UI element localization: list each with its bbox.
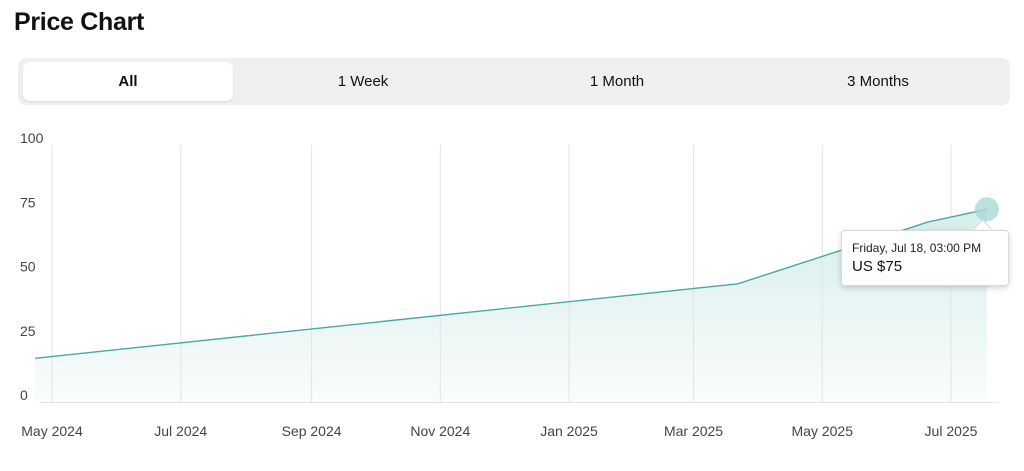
tooltip-price: US $75 <box>852 258 903 275</box>
tab-all[interactable]: All <box>23 62 233 101</box>
x-tick-label: Jul 2025 <box>925 423 978 439</box>
y-tick-label: 50 <box>20 259 36 275</box>
x-tick-label: May 2024 <box>21 423 83 439</box>
page-title: Price Chart <box>14 8 145 36</box>
y-tick-label: 100 <box>20 130 44 146</box>
tab-3-months[interactable]: 3 Months <box>847 73 909 90</box>
tooltip-date: Friday, Jul 18, 03:00 PM <box>852 241 982 255</box>
y-tick-label: 25 <box>20 323 36 339</box>
x-tick-label: Mar 2025 <box>664 423 723 439</box>
tab-1-month[interactable]: 1 Month <box>589 73 645 90</box>
x-tick-label: Sep 2024 <box>282 423 342 439</box>
price-chart-svg: May 2024 Jul 2024 Sep 2024 Nov 2024 Jan 2025… <box>20 130 999 439</box>
x-tick-label: Jul 2024 <box>154 423 207 439</box>
y-tick-label: 0 <box>20 387 28 403</box>
highlight-point <box>974 197 999 222</box>
price-area <box>35 209 987 402</box>
x-tick-label: May 2025 <box>792 423 854 439</box>
x-tick-label: Nov 2024 <box>410 423 470 439</box>
price-tooltip: Friday, Jul 18, 03:00 PM US $75 <box>841 230 1009 286</box>
tab-1-week[interactable]: 1 Week <box>337 73 389 90</box>
time-range-tabs: All 1 Week 1 Month 3 Months <box>18 58 1010 105</box>
price-chart: May 2024 Jul 2024 Sep 2024 Nov 2024 Jan 2025… <box>0 120 1024 466</box>
x-tick-label: Jan 2025 <box>540 423 598 439</box>
price-line <box>35 208 988 359</box>
y-tick-label: 75 <box>20 194 36 210</box>
